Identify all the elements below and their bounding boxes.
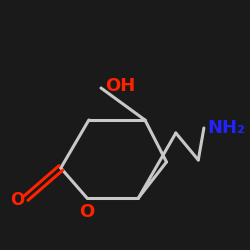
Text: NH₂: NH₂ bbox=[208, 119, 246, 137]
Text: O: O bbox=[10, 191, 24, 209]
Text: OH: OH bbox=[105, 77, 135, 95]
Text: O: O bbox=[79, 203, 94, 221]
